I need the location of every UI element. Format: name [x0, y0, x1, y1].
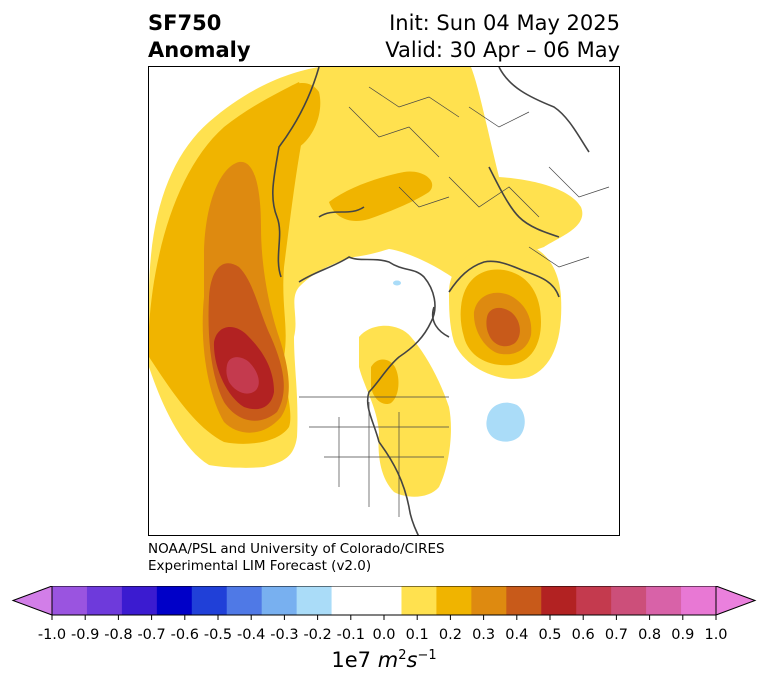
colorbar-cell — [646, 586, 682, 615]
colorbar-tick-label: -0.5 — [204, 627, 232, 643]
colorbar-extend-over — [715, 586, 757, 616]
colorbar-cell — [191, 586, 228, 615]
colorbar-cell — [576, 586, 612, 615]
colorbar-tick-label: 1.0 — [704, 627, 727, 643]
colorbar-tick-label: -1.0 — [38, 627, 66, 643]
anomaly-contour-0.6-main — [226, 357, 259, 394]
colorbar-cell — [331, 586, 368, 615]
colorbar-cell — [156, 586, 193, 615]
colorbar-cell — [611, 586, 647, 615]
valid-date-label: Valid: 30 Apr – 06 May — [385, 38, 620, 62]
title-type: Anomaly — [148, 38, 251, 62]
colorbar-tick-label: 0.7 — [605, 627, 628, 643]
colorbar-cell — [366, 586, 402, 615]
title-variable: SF750 — [148, 11, 222, 35]
anomaly-contour-0.2-namerica — [371, 359, 399, 405]
colorbar-tick-label: 0.5 — [538, 627, 561, 643]
colorbar-cell — [52, 586, 88, 615]
anomaly-contour-0.1-namerica — [359, 325, 451, 497]
colorbar-cell — [226, 586, 263, 615]
colorbar-cell — [86, 586, 123, 615]
anomaly-contour-0.2-siberia — [329, 171, 433, 222]
colorbar-cell — [541, 586, 577, 615]
colorbar-tick-label: 0.6 — [572, 627, 595, 643]
anomaly-contour-neg-0.1-arctic — [393, 280, 401, 286]
credit-line-2: Experimental LIM Forecast (v2.0) — [148, 558, 372, 574]
colorbar-cell — [261, 586, 298, 615]
colorbar-tick-label: -0.8 — [104, 627, 132, 643]
colorbar: -1.0 -0.9 -0.8 -0.7 -0.6 -0.5 -0.4 -0.3 -0.2 -0.1… — [11, 586, 757, 643]
colorbar-tick-label: -0.3 — [270, 627, 298, 643]
colorbar-tick-label: 0.3 — [472, 627, 495, 643]
colorbar-tick-label: -0.1 — [337, 627, 365, 643]
colorbar-tick-label: 0.0 — [372, 627, 395, 643]
colorbar-tick-label: 0.9 — [671, 627, 694, 643]
colorbar-cell — [436, 586, 472, 615]
anomaly-contour-neg-0.1-atlantic — [486, 402, 525, 442]
unit-exp-1: 2 — [398, 648, 407, 663]
colorbar-unit-label: 1e7 m2s−1 — [0, 648, 768, 672]
colorbar-tick-label: -0.9 — [71, 627, 99, 643]
colorbar-tick-label: -0.6 — [171, 627, 199, 643]
colorbar-tick-label: -0.4 — [237, 627, 265, 643]
map-panel — [148, 66, 620, 536]
init-date-label: Init: Sun 04 May 2025 — [389, 11, 620, 35]
colorbar-ticks: -1.0 -0.9 -0.8 -0.7 -0.6 -0.5 -0.4 -0.3 -0.2 -0.1… — [38, 615, 728, 643]
unit-exp-2: −1 — [417, 648, 437, 663]
colorbar-tick-label: -0.7 — [137, 627, 165, 643]
colorbar-cell — [471, 586, 507, 615]
colorbar-cell — [121, 586, 158, 615]
colorbar-tick-label: 0.1 — [406, 627, 429, 643]
unit-base-2: s — [406, 648, 418, 672]
colorbar-cell — [506, 586, 542, 615]
coastlines — [272, 67, 590, 535]
forecast-dates: Init: Sun 04 May 2025 Valid: 30 Apr – 06… — [385, 10, 620, 64]
colorbar-cells — [52, 586, 717, 615]
colorbar-cell — [296, 586, 333, 615]
anomaly-contour-0.4-europe — [486, 307, 520, 347]
unit-base-1: m — [377, 648, 399, 672]
colorbar-tick-label: -0.2 — [303, 627, 331, 643]
colorbar-tick-label: 0.2 — [439, 627, 462, 643]
unit-prefix: 1e7 — [331, 648, 372, 672]
credit-text: NOAA/PSL and University of Colorado/CIRE… — [148, 541, 445, 575]
colorbar-extend-under — [11, 586, 53, 616]
chart-title: SF750 Anomaly — [148, 10, 251, 64]
colorbar-cell — [681, 586, 717, 615]
credit-line-1: NOAA/PSL and University of Colorado/CIRE… — [148, 541, 445, 557]
political-borders — [299, 86, 610, 517]
colorbar-tick-label: 0.4 — [505, 627, 528, 643]
colorbar-cell — [401, 586, 437, 615]
polar-map — [149, 67, 610, 535]
colorbar-tick-label: 0.8 — [638, 627, 661, 643]
